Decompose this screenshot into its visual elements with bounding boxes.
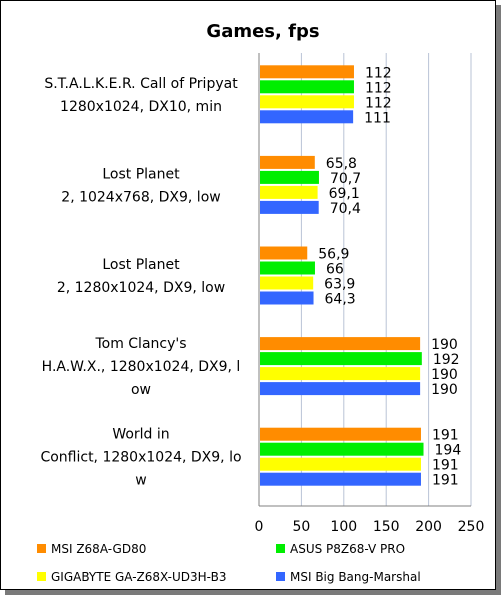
data-label: 70,7 xyxy=(330,171,361,187)
data-label: 191 xyxy=(432,473,459,489)
bar xyxy=(260,110,354,124)
bar xyxy=(260,427,421,441)
x-tick-label: 200 xyxy=(415,519,442,535)
data-label: 65,8 xyxy=(326,156,357,172)
legend-label: MSI Z68A-GD80 xyxy=(51,542,146,556)
category-label: w xyxy=(135,473,146,489)
x-tick-label: 0 xyxy=(255,519,264,535)
x-tick-label: 50 xyxy=(292,519,310,535)
bar xyxy=(260,337,421,351)
bar xyxy=(260,65,354,79)
data-label: 191 xyxy=(432,458,459,474)
category-label: Tom Clancy's xyxy=(94,336,186,352)
legend-swatch xyxy=(276,572,285,581)
bar xyxy=(260,170,319,184)
chart-frame: Games, fps 0 50 100 150 200 250 112 112 112 111 S.… xyxy=(0,0,496,590)
data-label: 112 xyxy=(365,80,392,96)
category-label: S.T.A.L.K.E.R. Call of Pripyat xyxy=(44,76,238,92)
bar xyxy=(260,291,314,305)
bar xyxy=(260,80,354,94)
bar xyxy=(260,382,421,396)
bar xyxy=(260,185,318,199)
data-label: 70,4 xyxy=(330,201,361,217)
data-label: 112 xyxy=(365,65,392,81)
legend-label: MSI Big Bang-Marshal xyxy=(290,570,421,584)
bar xyxy=(260,246,308,260)
category-label: ow xyxy=(131,382,151,398)
bar xyxy=(260,472,421,486)
chart-title: Games, fps xyxy=(206,21,319,42)
bar xyxy=(260,261,315,275)
bar xyxy=(260,200,319,214)
category-label: 2, 1024x768, DX9, low xyxy=(61,189,220,205)
x-tick-label: 150 xyxy=(373,519,400,535)
bar xyxy=(260,276,314,290)
bar xyxy=(260,367,421,381)
data-label: 112 xyxy=(365,95,392,111)
games-fps-chart: Games, fps 0 50 100 150 200 250112112112111S.… xyxy=(37,21,485,584)
category-label: Conflict, 1280x1024, DX9, lo xyxy=(40,450,241,466)
category-label: World in xyxy=(112,427,169,443)
legend-swatch xyxy=(37,572,46,581)
category-label: H.A.W.X., 1280x1024, DX9, l xyxy=(42,359,241,375)
data-label: 191 xyxy=(432,428,459,444)
category-label: Lost Planet xyxy=(102,166,180,182)
bar xyxy=(260,457,421,471)
data-label: 64,3 xyxy=(325,292,356,308)
legend-swatch xyxy=(276,544,285,553)
bar xyxy=(260,352,422,366)
data-label: 194 xyxy=(435,443,462,459)
legend-label: ASUS P8Z68-V PRO xyxy=(290,542,405,556)
bar xyxy=(260,442,424,456)
x-tick-label: 250 xyxy=(458,519,485,535)
bar xyxy=(260,95,354,109)
data-label: 111 xyxy=(364,110,391,126)
category-label: Lost Planet xyxy=(102,257,180,273)
category-label: 2, 1280x1024, DX9, low xyxy=(57,280,225,296)
data-label: 69,1 xyxy=(329,186,360,202)
data-label: 190 xyxy=(431,337,458,353)
bar xyxy=(260,155,315,169)
data-label: 66 xyxy=(326,262,344,278)
data-label: 190 xyxy=(431,382,458,398)
x-tick-label: 100 xyxy=(330,519,357,535)
data-label: 56,9 xyxy=(318,247,349,263)
legend-label: GIGABYTE GA-Z68X-UD3H-B3 xyxy=(51,570,226,584)
legend-swatch xyxy=(37,544,46,553)
category-label: 1280x1024, DX10, min xyxy=(60,99,222,115)
data-label: 190 xyxy=(431,367,458,383)
data-label: 192 xyxy=(433,352,460,368)
data-label: 63,9 xyxy=(324,277,355,293)
